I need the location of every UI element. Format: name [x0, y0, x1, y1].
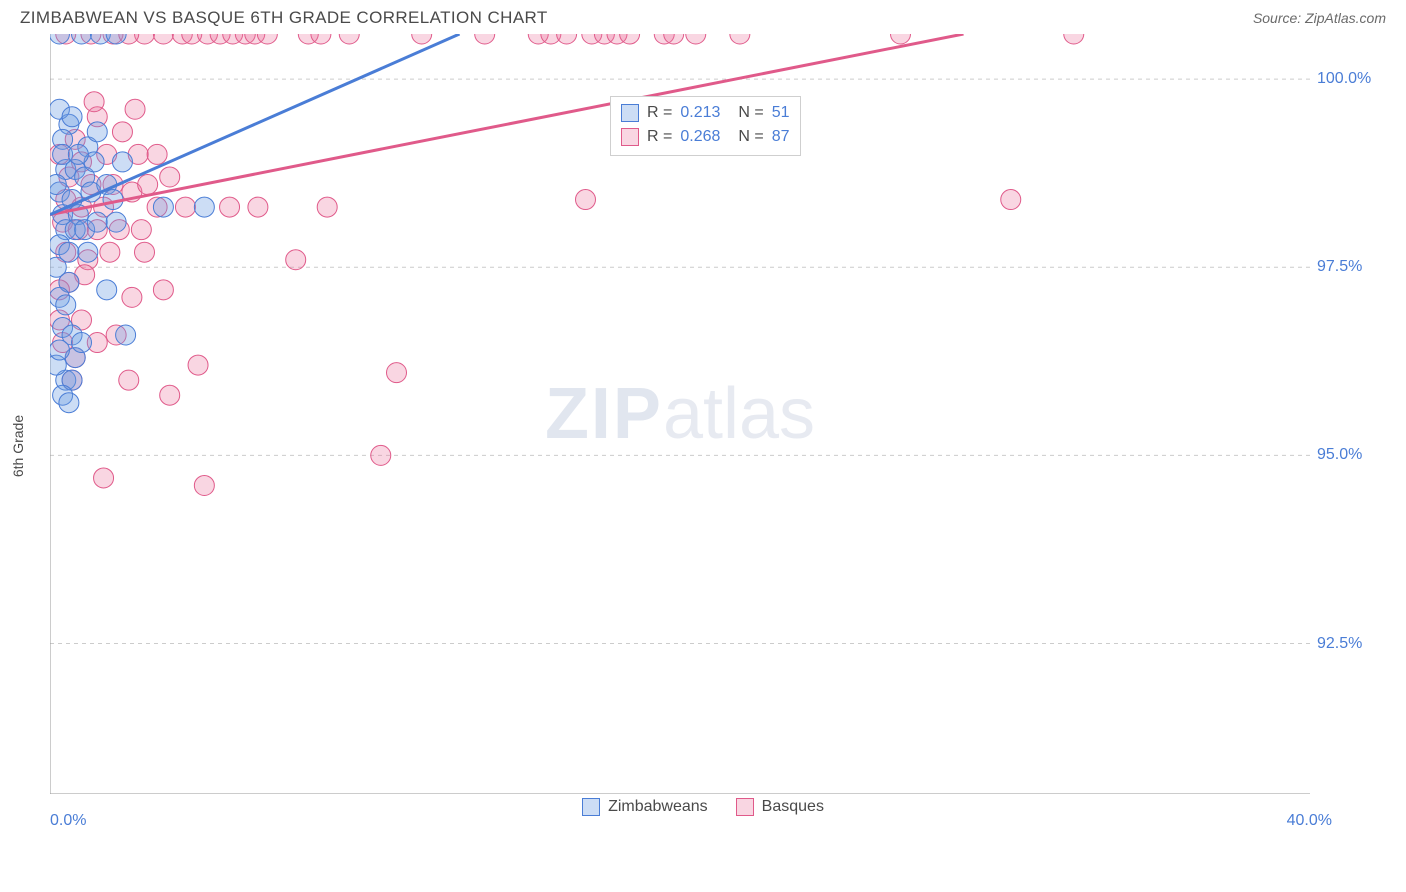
n-value: 51 [772, 101, 790, 125]
legend-item: Basques [736, 798, 824, 816]
legend-row: R = 0.268 N = 87 [621, 125, 790, 149]
n-label: N = [738, 101, 763, 125]
correlation-legend: R = 0.213 N = 51 R = 0.268 N = 87 [610, 96, 801, 156]
y-axis-label: 6th Grade [10, 415, 26, 477]
legend-swatch [736, 798, 754, 816]
legend-row: R = 0.213 N = 51 [621, 101, 790, 125]
legend-label: Zimbabweans [608, 798, 708, 816]
y-tick-label: 95.0% [1317, 446, 1382, 464]
legend-label: Basques [762, 798, 824, 816]
legend-item: Zimbabweans [582, 798, 708, 816]
y-tick-label: 100.0% [1317, 70, 1382, 88]
r-value: 0.268 [680, 125, 720, 149]
source-label: Source: ZipAtlas.com [1253, 10, 1386, 26]
chart-title: ZIMBABWEAN VS BASQUE 6TH GRADE CORRELATI… [20, 8, 548, 28]
legend-swatch [582, 798, 600, 816]
legend-swatch [621, 128, 639, 146]
x-tick-label-left: 0.0% [50, 812, 86, 830]
chart-area: ZIPatlas R =0.213N =51R =0.268N =87 92.5… [50, 34, 1310, 794]
r-label: R = [647, 125, 672, 149]
legend-swatch [621, 104, 639, 122]
y-tick-label: 97.5% [1317, 258, 1382, 276]
r-value: 0.213 [680, 101, 720, 125]
n-value: 87 [772, 125, 790, 149]
n-label: N = [738, 125, 763, 149]
y-tick-label: 92.5% [1317, 635, 1382, 653]
x-tick-label-right: 40.0% [1287, 812, 1332, 830]
series-legend: Zimbabweans Basques [0, 798, 1406, 821]
r-label: R = [647, 101, 672, 125]
